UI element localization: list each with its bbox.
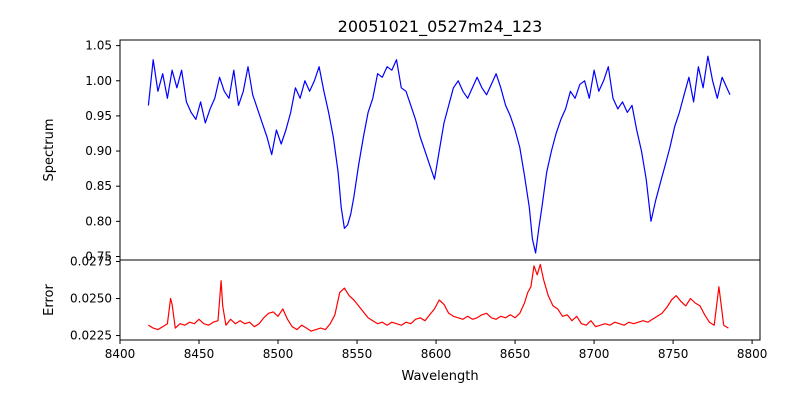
spectrum-y-tick-label: 1.00 bbox=[85, 74, 112, 88]
spectrum-y-tick-label: 0.90 bbox=[85, 144, 112, 158]
chart-title: 20051021_0527m24_123 bbox=[338, 17, 543, 37]
spectrum-y-ticks: 0.75 0.80 0.85 0.90 0.95 1.00 1.05 bbox=[85, 39, 120, 263]
error-y-tick-label: 0.0225 bbox=[70, 329, 112, 343]
x-tick-label: 8750 bbox=[658, 347, 689, 361]
x-tick-label: 8500 bbox=[263, 347, 294, 361]
x-tick-label: 8800 bbox=[737, 347, 768, 361]
x-tick-label: 8400 bbox=[105, 347, 136, 361]
spectrum-y-tick-label: 0.95 bbox=[85, 109, 112, 123]
error-axes-frame bbox=[119, 259, 761, 341]
spectrum-y-tick-label: 0.85 bbox=[85, 179, 112, 193]
error-y-tick-label: 0.0250 bbox=[70, 292, 112, 306]
spectrum-panel: 0.75 0.80 0.85 0.90 0.95 1.00 1.05 Spectrum bbox=[42, 39, 761, 263]
x-tick-label: 8550 bbox=[342, 347, 373, 361]
spectrum-y-tick-label: 1.05 bbox=[85, 39, 112, 53]
x-tick-label: 8650 bbox=[500, 347, 531, 361]
spectrum-y-tick-label: 0.80 bbox=[85, 214, 112, 228]
error-y-axis-label: Error bbox=[42, 284, 57, 316]
x-tick-label: 8450 bbox=[184, 347, 215, 361]
x-tick-label: 8600 bbox=[421, 347, 452, 361]
error-y-ticks: 0.0225 0.0250 0.0275 bbox=[70, 254, 120, 343]
x-tick-label: 8700 bbox=[579, 347, 610, 361]
error-series-line-0 bbox=[148, 263, 729, 332]
spectrum-y-axis-label: Spectrum bbox=[42, 119, 57, 182]
spectrum-series-line-0 bbox=[147, 55, 731, 254]
error-y-tick-label: 0.0275 bbox=[70, 254, 112, 268]
x-axis-label: Wavelength bbox=[401, 369, 478, 384]
error-series-group bbox=[148, 263, 729, 332]
spectrum-y-tick-label: 0.75 bbox=[85, 249, 112, 263]
error-x-ticks: 8400 8450 8500 8550 8600 8650 8700 8750 8800 bbox=[105, 340, 768, 361]
spectrum-series-group bbox=[147, 55, 731, 254]
